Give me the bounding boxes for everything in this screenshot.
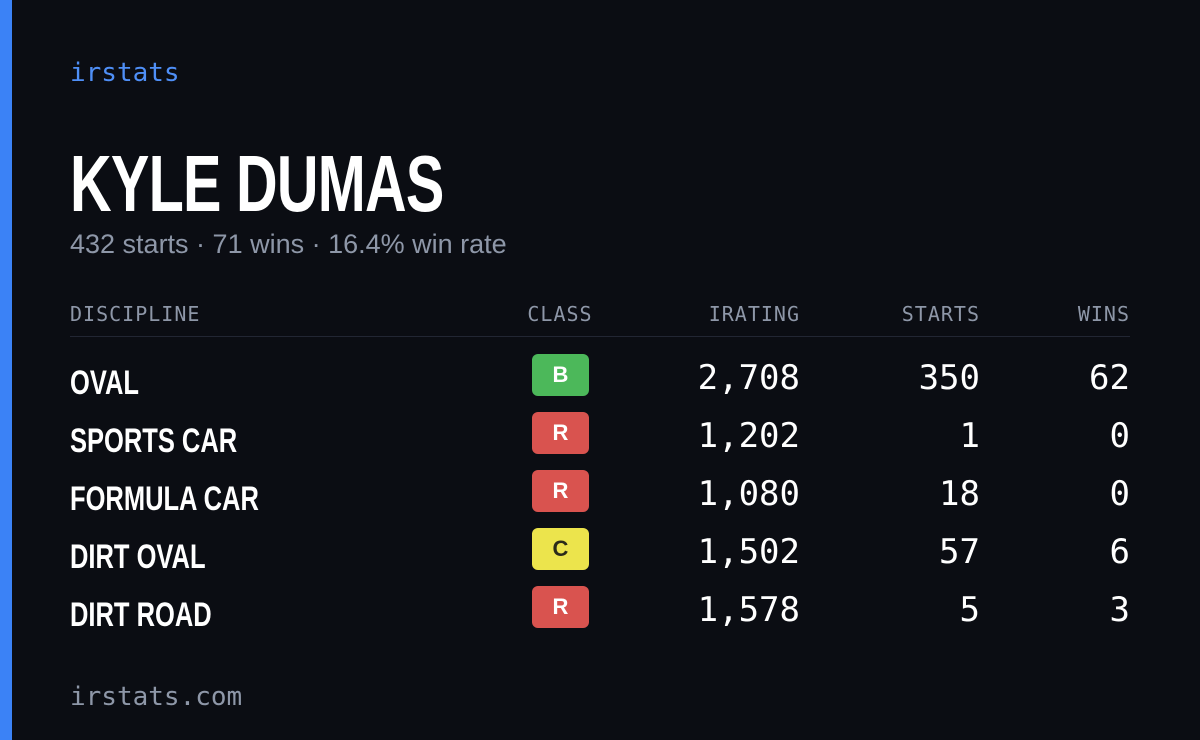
footer: irstats.com xyxy=(70,682,243,712)
irating: 1,080 xyxy=(697,474,800,514)
driver-name: KYLE DUMAS xyxy=(70,139,444,228)
discipline: FORMULA CAR xyxy=(70,480,259,518)
column-header: CLASS xyxy=(527,302,593,326)
summary: 432 starts · 71 wins · 16.4% win rate xyxy=(70,229,507,259)
wins: 0 xyxy=(1109,416,1130,456)
discipline: SPORTS CAR xyxy=(70,422,238,460)
wins: 62 xyxy=(1089,358,1130,398)
irating: 2,708 xyxy=(697,358,800,398)
starts: 18 xyxy=(939,474,980,514)
irating: 1,578 xyxy=(697,590,800,630)
wins: 3 xyxy=(1109,590,1130,630)
discipline: OVAL xyxy=(70,364,139,402)
starts: 57 xyxy=(939,532,980,572)
column-header: STARTS xyxy=(901,302,980,326)
irating: 1,502 xyxy=(697,532,800,572)
wins: 0 xyxy=(1109,474,1130,514)
class-badge: R xyxy=(532,470,589,512)
column-header: IRATING xyxy=(708,302,800,326)
class-badge: C xyxy=(532,528,589,570)
starts: 350 xyxy=(918,358,980,398)
starts: 1 xyxy=(959,416,980,456)
column-header: WINS xyxy=(1077,302,1130,326)
discipline: DIRT ROAD xyxy=(70,596,212,634)
accent-bar xyxy=(0,0,12,740)
class-badge: R xyxy=(532,412,589,454)
header-rule xyxy=(70,336,1130,337)
starts: 5 xyxy=(959,590,980,630)
discipline: DIRT OVAL xyxy=(70,538,206,576)
column-header: DISCIPLINE xyxy=(70,302,201,326)
irating: 1,202 xyxy=(697,416,800,456)
wins: 6 xyxy=(1109,532,1130,572)
class-badge: B xyxy=(532,354,589,396)
brand: irstats xyxy=(70,58,180,88)
class-badge: R xyxy=(532,586,589,628)
